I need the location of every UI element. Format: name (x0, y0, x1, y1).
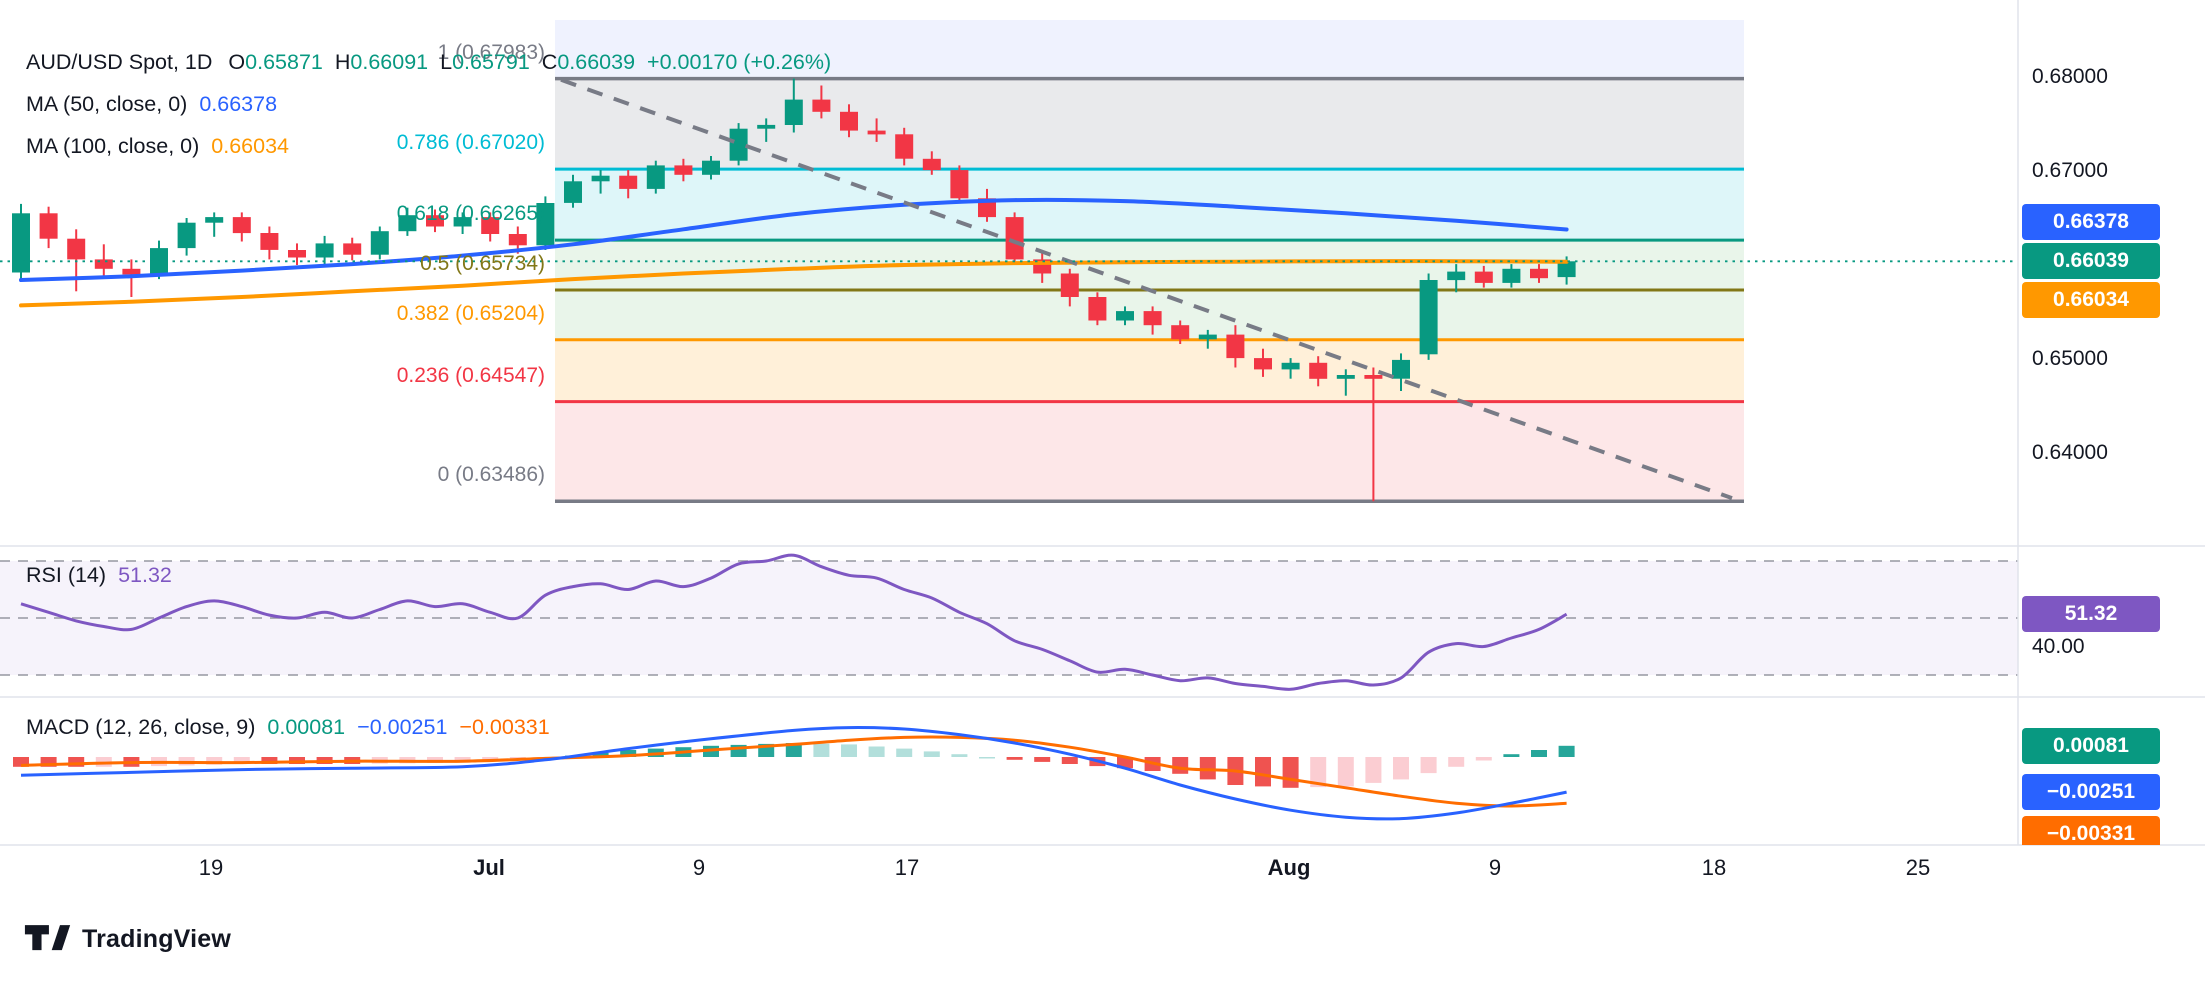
change-value: +0.00170 (+0.26%) (647, 49, 832, 74)
time-axis-tick: Aug (1267, 855, 1311, 880)
logo-text: TradingView (82, 924, 232, 953)
ma50-legend[interactable]: MA (50, close, 0) 0.66378 (26, 83, 831, 125)
price-axis-tick: 0.67000 (2032, 159, 2108, 182)
rsi-value: 51.32 (118, 563, 172, 587)
ma50-price-badge: 0.66378 (2022, 204, 2160, 240)
fib-level-label: 0 (0.63486) (437, 463, 545, 486)
last-price-badge: 0.66039 (2022, 243, 2160, 279)
time-axis-tick: 19 (198, 855, 224, 880)
symbol-title[interactable]: AUD/USD Spot, 1D (26, 49, 213, 74)
rsi-line (20, 553, 1568, 691)
fib-level-label: 0.382 (0.65204) (396, 302, 545, 325)
time-axis-tick: Jul (473, 855, 505, 880)
axis-badges: 0.66378 0.66039 0.66034 51.32 0.00081 −0… (2022, 204, 2160, 845)
fib-level-label: 0.236 (0.64547) (396, 364, 545, 387)
time-axis-tick: 25 (1905, 855, 1931, 880)
macd-name: MACD (12, 26, close, 9) (26, 715, 256, 739)
macd-legend[interactable]: MACD (12, 26, close, 9) 0.00081 −0.00251… (26, 715, 562, 740)
rsi-axis-tick: 40.00 (2032, 635, 2085, 658)
time-axis-tick: 9 (692, 855, 706, 880)
ma50-value: 0.66378 (199, 91, 278, 116)
macd-signal-value: −0.00331 (459, 715, 550, 739)
fib-level-label: 0.786 (0.67020) (396, 131, 545, 154)
ma100-line (19, 259, 1569, 308)
rsi-legend[interactable]: RSI (14) 51.32 (26, 563, 184, 588)
macd-hist-value: 0.00081 (267, 715, 346, 739)
macd-line-badge: −0.00251 (2022, 774, 2160, 810)
ma100-price-badge: 0.66034 (2022, 282, 2160, 318)
ma50-line (19, 197, 1569, 282)
ohlc-low: L0.65791 (440, 49, 530, 74)
time-axis-tick: 9 (1488, 855, 1502, 880)
macd-hist-badge: 0.00081 (2022, 728, 2160, 764)
symbol-legend[interactable]: AUD/USD Spot, 1D O0.65871 H0.66091 L0.65… (26, 41, 831, 167)
ohlc-high: H0.66091 (334, 49, 429, 74)
price-axis-tick: 0.64000 (2032, 441, 2108, 464)
rsi-value-badge: 51.32 (2022, 596, 2160, 632)
ohlc-open: O0.65871 (228, 49, 323, 74)
candlesticks (12, 78, 1576, 502)
macd-signal-line (20, 735, 1567, 808)
ma100-name: MA (100, close, 0) (26, 133, 200, 158)
symbol-row[interactable]: AUD/USD Spot, 1D O0.65871 H0.66091 L0.65… (26, 41, 831, 83)
macd-signal-badge: −0.00331 (2022, 816, 2160, 845)
tradingview-logo[interactable]: TradingView (24, 920, 231, 958)
fib-level-label: 0.618 (0.66265) (396, 202, 545, 225)
time-axis-tick: 18 (1701, 855, 1727, 880)
price-axis-tick: 0.68000 (2032, 65, 2108, 88)
tradingview-logo-icon (24, 925, 71, 951)
macd-line (20, 726, 1567, 821)
ma50-name: MA (50, close, 0) (26, 91, 188, 116)
ma100-value: 0.66034 (211, 133, 289, 158)
fib-level-label: 0.5 (0.65734) (420, 252, 545, 275)
ma100-legend[interactable]: MA (100, close, 0) 0.66034 (26, 125, 831, 167)
fib-level-label: 1 (0.67983) (437, 41, 545, 64)
ohlc-close: C0.66039 (541, 49, 636, 74)
macd-line-value: −0.00251 (357, 715, 448, 739)
rsi-name: RSI (14) (26, 563, 107, 587)
time-axis-tick: 17 (894, 855, 920, 880)
price-axis-tick: 0.65000 (2032, 347, 2108, 370)
